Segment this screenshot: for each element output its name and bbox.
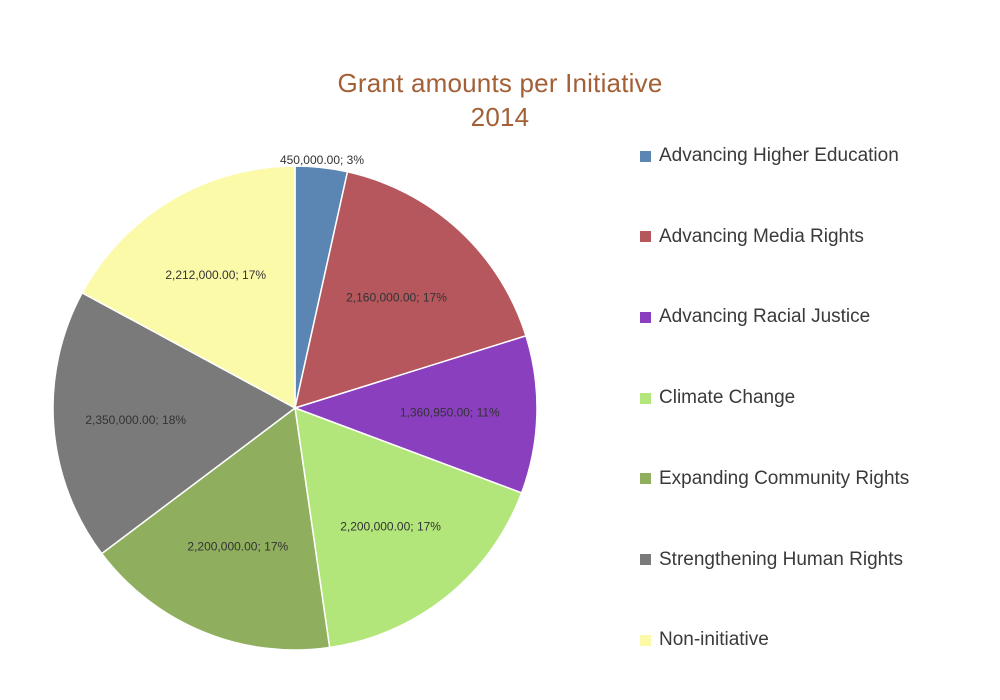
- legend-item-6: Strengthening Human Rights: [640, 545, 903, 575]
- data-label-6: 2,350,000.00; 18%: [85, 413, 186, 427]
- data-label-1: 450,000.00; 3%: [280, 153, 364, 167]
- pie-slice-4: [294, 406, 523, 649]
- legend-item-4: Climate Change: [640, 383, 795, 413]
- legend-item-1: Advancing Higher Education: [640, 141, 899, 171]
- legend-swatch: [640, 231, 651, 243]
- data-label-2: 2,160,000.00; 17%: [346, 291, 447, 305]
- pie-slice-7: [81, 165, 296, 410]
- legend-label: Non-initiative: [659, 629, 769, 651]
- legend-swatch: [640, 311, 651, 323]
- legend-label: Strengthening Human Rights: [659, 548, 903, 570]
- pie-slice-2: [293, 170, 527, 410]
- legend-item-7: Non-initiative: [640, 625, 769, 655]
- legend-item-5: Expanding Community Rights: [640, 464, 909, 494]
- legend-swatch: [640, 150, 651, 162]
- legend-swatch: [640, 473, 651, 485]
- pie-slice-5: [100, 406, 331, 651]
- chart-title: Grant amounts per Initiative 2014: [290, 66, 710, 134]
- legend-item-3: Advancing Racial Justice: [640, 302, 870, 332]
- pie-slice-6: [52, 291, 297, 555]
- legend-item-2: Advancing Media Rights: [640, 222, 864, 252]
- legend-swatch: [640, 634, 651, 646]
- legend-label: Advancing Racial Justice: [659, 306, 871, 328]
- data-label-3: 1,360,950.00; 11%: [400, 405, 500, 419]
- data-label-4: 2,200,000.00; 17%: [340, 520, 441, 534]
- chart-title-line-2: 2014: [470, 102, 530, 132]
- legend-label: Advancing Media Rights: [659, 225, 864, 247]
- data-label-5: 2,200,000.00; 17%: [187, 540, 288, 554]
- legend-label: Advancing Higher Education: [659, 145, 899, 166]
- legend-label: Expanding Community Rights: [659, 467, 910, 489]
- legend-swatch: [640, 554, 651, 565]
- data-label-7: 2,212,000.00; 17%: [165, 268, 266, 282]
- legend-label: Climate Change: [659, 387, 796, 409]
- legend-swatch: [640, 392, 651, 404]
- chart-title-line-1: Grant amounts per Initiative: [337, 68, 663, 98]
- pie-slice-3: [292, 334, 538, 494]
